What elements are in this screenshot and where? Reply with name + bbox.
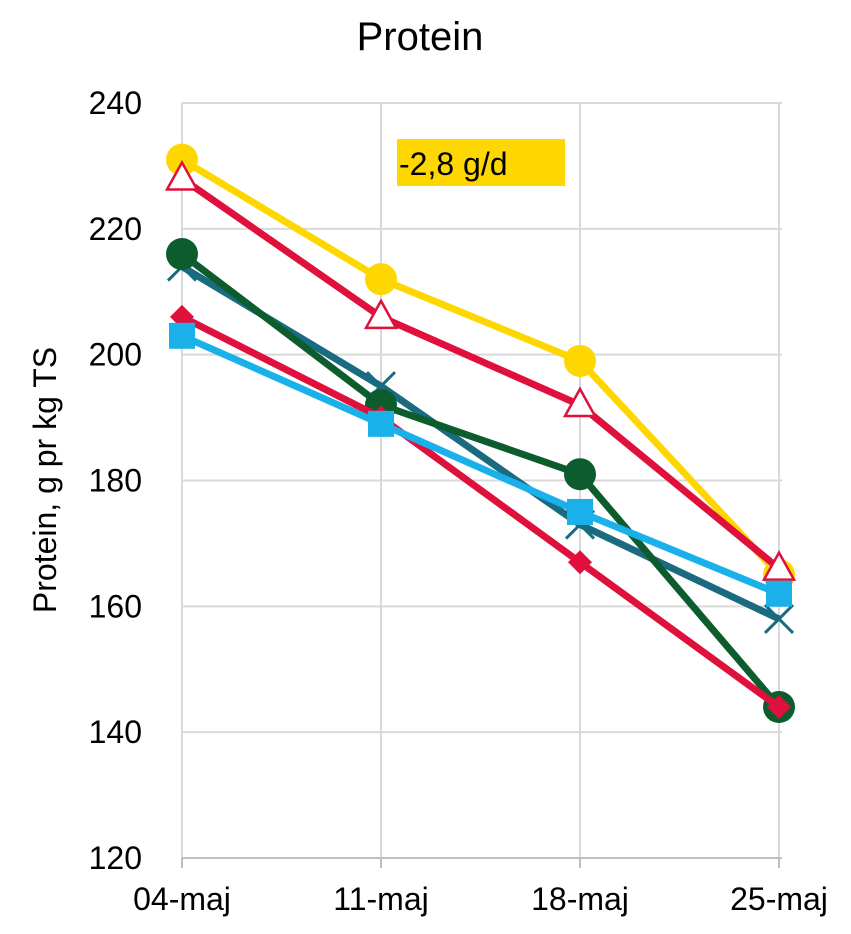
data-point [568,550,592,575]
data-point [164,159,200,191]
series-line [180,332,781,597]
annotation-box [397,139,565,186]
y-tick-label: 120 [89,840,142,876]
data-point [763,603,795,634]
series-group [164,143,797,723]
chart-title: Protein [357,15,484,59]
x-tick-label: 25-maj [730,881,828,917]
x-tick-label: 18-maj [531,881,629,917]
annotation: -2,8 g/d [397,139,565,186]
y-tick-label: 160 [89,588,142,624]
data-point [767,695,791,719]
data-point [564,344,596,377]
series-2 [164,159,797,581]
series-6 [169,322,792,607]
y-tick-label: 240 [89,85,142,121]
data-point [766,580,792,607]
series-line [179,251,782,710]
data-point [169,322,195,349]
x-tick-label: 11-maj [333,881,428,917]
data-point [564,458,596,491]
y-tick-label: 140 [89,714,142,750]
series-line [180,175,782,572]
y-tick-label: 180 [89,463,142,499]
data-point [363,298,399,330]
series-line [180,313,782,710]
y-axis-label: Protein, g pr kg TS [27,347,63,613]
y-tick-label: 220 [89,211,142,247]
y-tick-label: 200 [89,337,142,373]
data-point [567,498,593,525]
data-point [562,386,598,418]
series-5 [170,304,791,719]
annotation-label: -2,8 g/d [399,146,508,182]
data-point [166,238,198,270]
y-axis-ticks: 120 140 160 180 200 220 240 [89,85,142,876]
data-point [368,410,394,437]
x-tick-label: 04-maj [133,881,231,917]
data-point [761,550,797,581]
data-point [365,263,397,296]
data-point [166,143,198,176]
x-axis-ticks: 04-maj 11-maj 18-maj 25-maj [133,881,828,917]
series-line [180,156,782,578]
